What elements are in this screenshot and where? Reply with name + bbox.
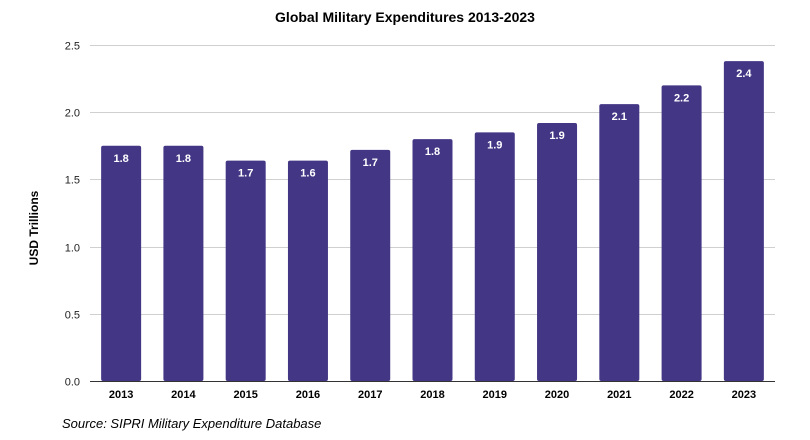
bar xyxy=(537,122,578,382)
x-tick-label: 2022 xyxy=(669,389,693,401)
x-tick-label: 2013 xyxy=(109,389,133,401)
data-labels: 1.8 1.8 1.7 1.6 1.7 1.8 1.9 1.9 2.1 2.2 2.4 xyxy=(113,68,752,179)
x-tick-label: 2019 xyxy=(483,389,507,401)
y-tick-label: 1.5 xyxy=(65,175,80,187)
bar xyxy=(287,160,328,381)
bar xyxy=(225,160,266,381)
data-label: 1.8 xyxy=(425,146,440,158)
y-tick-label: 0.5 xyxy=(65,310,80,322)
bar xyxy=(101,145,142,381)
y-tick-label: 2.5 xyxy=(65,41,80,53)
data-label: 1.7 xyxy=(238,168,253,180)
bar xyxy=(350,149,391,381)
data-label: 1.6 xyxy=(300,168,315,180)
x-tick-label: 2016 xyxy=(296,389,320,401)
bar xyxy=(474,132,515,381)
bar xyxy=(661,85,702,381)
x-tick-label: 2018 xyxy=(420,389,444,401)
x-axis-ticks: 2013 2014 2015 2016 2017 2018 2019 2020 2021 2022… xyxy=(109,389,756,401)
data-label: 2.1 xyxy=(612,111,627,123)
bar xyxy=(163,145,204,381)
bar xyxy=(599,104,640,382)
bars xyxy=(101,61,764,382)
chart-title: Global Military Expenditures 2013-2023 xyxy=(275,9,535,25)
data-label: 1.7 xyxy=(363,157,378,169)
x-tick-label: 2020 xyxy=(545,389,569,401)
data-label: 2.4 xyxy=(736,68,752,80)
x-tick-label: 2017 xyxy=(358,389,382,401)
y-axis-ticks: 0.0 0.5 1.0 1.5 2.0 2.5 xyxy=(65,41,80,389)
data-label: 1.9 xyxy=(487,139,502,151)
bar xyxy=(412,139,453,381)
data-label: 1.9 xyxy=(549,130,564,142)
data-label: 2.2 xyxy=(674,92,689,104)
y-tick-label: 2.0 xyxy=(65,108,80,120)
x-tick-label: 2015 xyxy=(233,389,257,401)
x-tick-label: 2021 xyxy=(607,389,631,401)
data-label: 1.8 xyxy=(113,153,128,165)
data-label: 1.8 xyxy=(176,153,191,165)
x-tick-label: 2023 xyxy=(732,389,756,401)
y-tick-label: 1.0 xyxy=(65,243,80,255)
y-axis-label: USD Trillions xyxy=(27,190,41,265)
bar xyxy=(723,61,764,382)
source-note: Source: SIPRI Military Expenditure Datab… xyxy=(62,416,321,431)
x-tick-label: 2014 xyxy=(171,389,196,401)
y-tick-label: 0.0 xyxy=(65,377,80,389)
